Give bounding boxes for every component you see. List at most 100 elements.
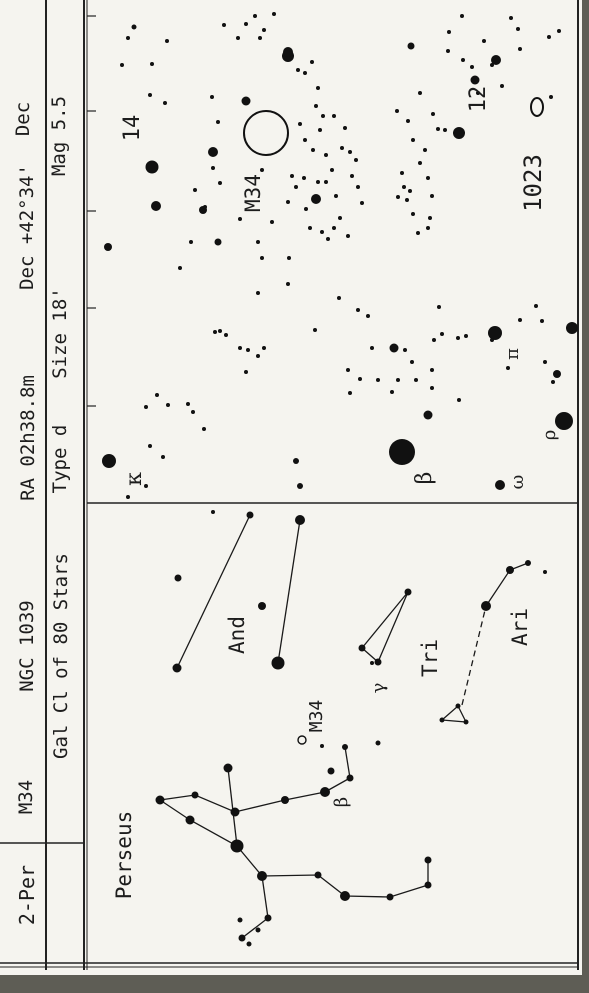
- star-dot: [430, 386, 434, 390]
- star-dot: [348, 150, 352, 154]
- star-dot: [308, 226, 312, 230]
- star-dot: [457, 398, 461, 402]
- star-dot: [318, 128, 322, 132]
- star-dot: [262, 346, 266, 350]
- star-dot: [366, 314, 370, 318]
- m34-cluster-circle: [243, 110, 289, 156]
- finder-chart-ticks: [87, 15, 96, 407]
- star-dot: [396, 195, 400, 199]
- star-dot: [337, 296, 341, 300]
- star-dot: [151, 201, 161, 211]
- star-dot: [313, 328, 317, 332]
- star-dot: [244, 370, 248, 374]
- star-dot: [241, 96, 251, 106]
- star-dot: [264, 914, 272, 922]
- star-dot: [553, 370, 561, 378]
- star-dot: [389, 343, 399, 353]
- star-dot: [131, 24, 137, 30]
- star-dot: [464, 334, 468, 338]
- star-dot: [461, 58, 465, 62]
- star-dot: [490, 338, 494, 342]
- star-dot: [376, 378, 380, 382]
- finder-label-omega: ω: [507, 474, 528, 490]
- declination: Dec +42°34': [16, 164, 38, 290]
- star-dot: [237, 917, 243, 923]
- star-dot: [330, 168, 334, 172]
- finder-label-pi: π: [502, 348, 523, 360]
- star-dot: [436, 127, 440, 131]
- star-dot: [303, 71, 307, 75]
- finder-label-rho: ρ: [539, 429, 560, 441]
- star-dot: [145, 160, 159, 174]
- constellation-lines: [159, 514, 529, 939]
- star-dot: [343, 126, 347, 130]
- overview-label-gamma: γ: [368, 682, 389, 694]
- star-dot: [350, 174, 354, 178]
- star-dot: [161, 455, 165, 459]
- star-dot: [348, 391, 352, 395]
- star-dot: [549, 95, 553, 99]
- star-dot: [311, 148, 315, 152]
- star-dot: [326, 237, 330, 241]
- star-dot: [314, 104, 318, 108]
- star-dot: [320, 787, 330, 797]
- star-dot: [230, 839, 244, 853]
- star-dot: [370, 661, 374, 665]
- star-dot: [543, 360, 547, 364]
- star-dot: [416, 231, 420, 235]
- star-dot: [408, 189, 412, 193]
- star-dot: [354, 158, 358, 162]
- card-id: 2-Per: [15, 864, 39, 926]
- star-dot: [395, 109, 399, 113]
- star-dot: [340, 891, 350, 901]
- star-dot: [302, 176, 306, 180]
- star-dot: [430, 194, 434, 198]
- star-dot: [253, 14, 257, 18]
- star-dot: [481, 601, 491, 611]
- star-dot: [389, 439, 415, 465]
- star-dot: [218, 329, 222, 333]
- star-dot: [191, 791, 199, 799]
- star-dot: [256, 354, 260, 358]
- star-dot: [426, 226, 430, 230]
- star-dot: [298, 122, 302, 126]
- star-dot: [534, 304, 538, 308]
- star-dot: [166, 403, 170, 407]
- star-dot: [404, 588, 412, 596]
- star-dot: [525, 560, 531, 566]
- star-dot: [518, 318, 522, 322]
- star-dot: [324, 153, 328, 157]
- star-dot: [543, 570, 547, 574]
- star-dot: [303, 138, 307, 142]
- star-dot: [440, 332, 444, 336]
- star-dot: [272, 12, 276, 16]
- star-dot: [222, 23, 226, 27]
- star-dot: [430, 368, 434, 372]
- star-dot: [476, 91, 480, 95]
- catalog-designation: NGC 1039: [16, 600, 38, 692]
- star-dot: [453, 127, 465, 139]
- star-dot: [555, 412, 573, 430]
- star-dot: [566, 322, 578, 334]
- axis-dec-label: Dec: [12, 101, 34, 137]
- star-dot: [410, 360, 414, 364]
- star-dot: [290, 174, 294, 178]
- star-dot: [316, 180, 320, 184]
- star-dot: [402, 185, 406, 189]
- star-dot: [230, 807, 240, 817]
- star-dot: [340, 146, 344, 150]
- star-field: [102, 12, 578, 947]
- star-dot: [193, 188, 197, 192]
- star-dot: [310, 60, 314, 64]
- star-dot: [332, 114, 336, 118]
- star-dot: [406, 119, 410, 123]
- finder-label-1023: 1023: [519, 154, 547, 212]
- star-dot: [211, 166, 215, 170]
- star-dot: [423, 410, 433, 420]
- star-dot: [334, 194, 338, 198]
- object-type-line: Gal Cl of 80 Stars: [50, 553, 72, 759]
- star-dot: [320, 744, 324, 748]
- star-dot: [346, 368, 350, 372]
- right-ascension: RA 02h38.8m: [17, 375, 39, 501]
